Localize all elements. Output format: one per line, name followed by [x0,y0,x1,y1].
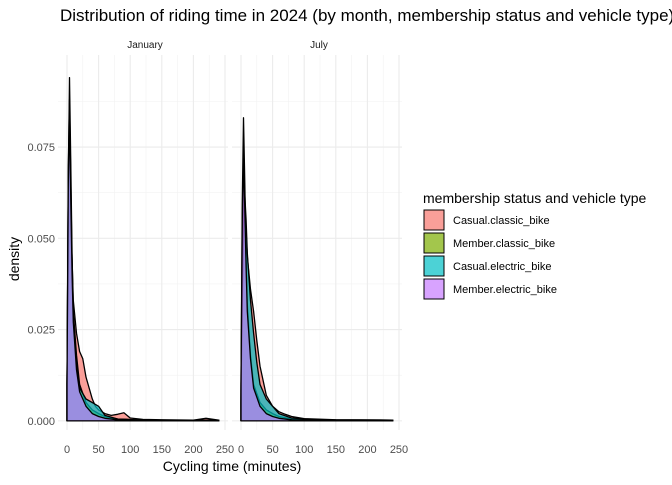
y-tick-label: 0.000 [27,416,55,428]
facet-strip-label: July [310,40,328,51]
x-tick-label: 200 [184,444,202,456]
legend-label: Casual.classic_bike [453,215,550,227]
x-tick-label: 150 [327,444,345,456]
legend-item: Casual.classic_bike [423,209,550,231]
x-tick-label: 100 [295,444,313,456]
y-axis-title: density [6,237,22,281]
legend-item: Member.electric_bike [423,278,557,300]
density-area-member-electric-bike [66,113,220,422]
facet-strip-label: January [127,40,163,51]
chart-title: Distribution of riding time in 2024 (by … [60,6,672,25]
density-area-member-electric-bike [240,157,394,422]
legend-label: Casual.electric_bike [453,261,551,273]
x-tick-label: 100 [121,444,139,456]
x-tick-label: 50 [266,444,278,456]
legend-title: membership status and vehicle type [423,190,647,206]
legend-key [423,209,445,231]
x-tick-label: 0 [64,444,70,456]
x-tick-label: 200 [358,444,376,456]
y-tick-label: 0.050 [27,233,55,245]
x-tick-label: 150 [153,444,171,456]
legend-key [423,278,445,300]
facet-panels: January 0 50 100 150 200 250 0.000 0.025 0.050 0.0… [27,40,408,456]
x-tick-label: 250 [390,444,408,456]
x-axis-title: Cycling time (minutes) [163,458,301,474]
facet-panel-january: January 0 50 100 150 200 250 0.000 0.025 0.050 0.0… [27,40,234,456]
x-tick-label: 0 [238,444,244,456]
x-tick-label: 250 [216,444,234,456]
legend-item: Member.classic_bike [423,232,555,254]
legend-key [423,232,445,254]
y-tick-label: 0.025 [27,325,55,337]
x-tick-label: 50 [92,444,104,456]
legend-item: Casual.electric_bike [423,255,551,277]
legend-label: Member.electric_bike [453,284,557,296]
legend-key [423,255,445,277]
legend-label: Member.classic_bike [453,238,555,250]
y-tick-label: 0.075 [27,142,55,154]
legend: membership status and vehicle type Casua… [423,190,647,300]
facet-panel-july: July 0 50 100 150 200 250 [232,40,408,456]
